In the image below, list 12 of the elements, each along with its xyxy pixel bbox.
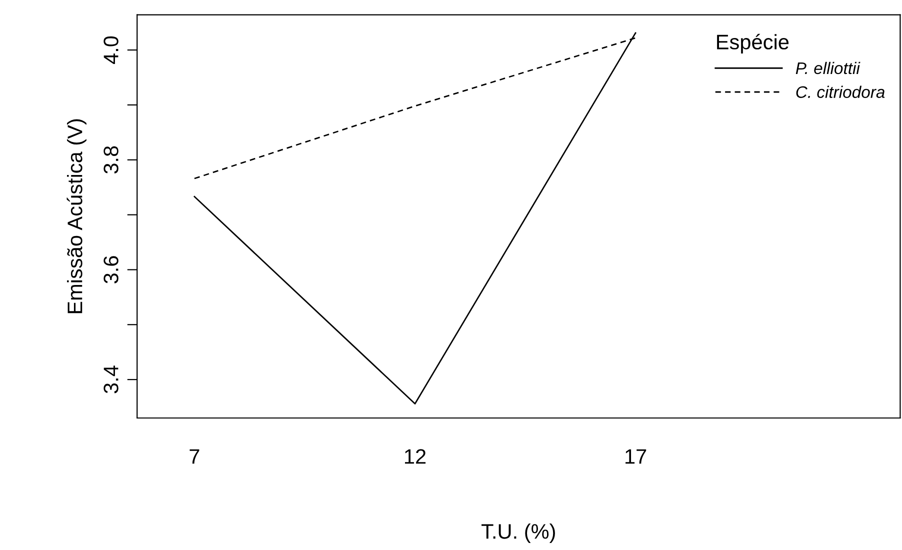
x-axis-title: T.U. (%)	[482, 524, 555, 543]
y-tick-label: 3.8	[104, 146, 118, 174]
x-tick-label: 12	[404, 449, 426, 464]
legend-label: P. elliottii	[796, 62, 860, 74]
legend-label: C. citriodora	[796, 86, 885, 98]
y-axis-title: Emissão Acústica (V)	[66, 119, 86, 314]
y-tick-label: 3.6	[104, 256, 118, 284]
x-tick-label: 7	[190, 449, 200, 464]
x-tick-label: 17	[626, 449, 646, 464]
legend-title: Espécie	[717, 34, 789, 54]
y-tick-label: 3.4	[104, 366, 118, 394]
y-tick-label: 4.0	[104, 36, 118, 64]
